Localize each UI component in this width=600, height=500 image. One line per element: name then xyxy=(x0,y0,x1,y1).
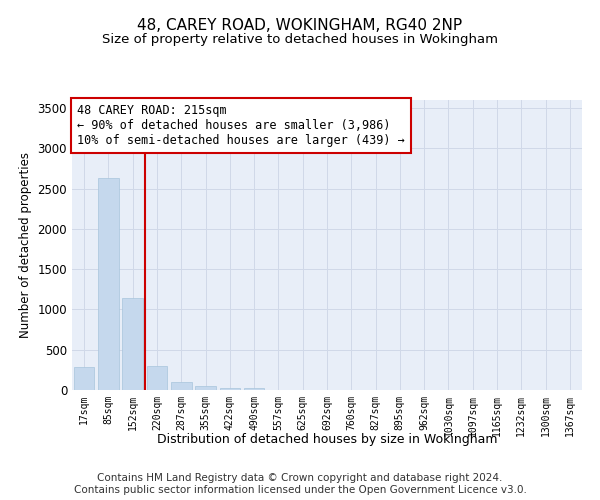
Bar xyxy=(122,298,143,390)
Bar xyxy=(195,386,216,390)
Text: Contains HM Land Registry data © Crown copyright and database right 2024.
Contai: Contains HM Land Registry data © Crown c… xyxy=(74,474,526,495)
Bar xyxy=(146,366,167,390)
Bar xyxy=(74,366,94,390)
Bar xyxy=(220,388,240,390)
Text: 48, CAREY ROAD, WOKINGHAM, RG40 2NP: 48, CAREY ROAD, WOKINGHAM, RG40 2NP xyxy=(137,18,463,32)
Bar xyxy=(98,178,119,390)
Text: Distribution of detached houses by size in Wokingham: Distribution of detached houses by size … xyxy=(157,432,497,446)
Bar xyxy=(171,382,191,390)
Bar xyxy=(244,388,265,390)
Text: 48 CAREY ROAD: 215sqm
← 90% of detached houses are smaller (3,986)
10% of semi-d: 48 CAREY ROAD: 215sqm ← 90% of detached … xyxy=(77,104,405,148)
Y-axis label: Number of detached properties: Number of detached properties xyxy=(19,152,32,338)
Text: Size of property relative to detached houses in Wokingham: Size of property relative to detached ho… xyxy=(102,32,498,46)
